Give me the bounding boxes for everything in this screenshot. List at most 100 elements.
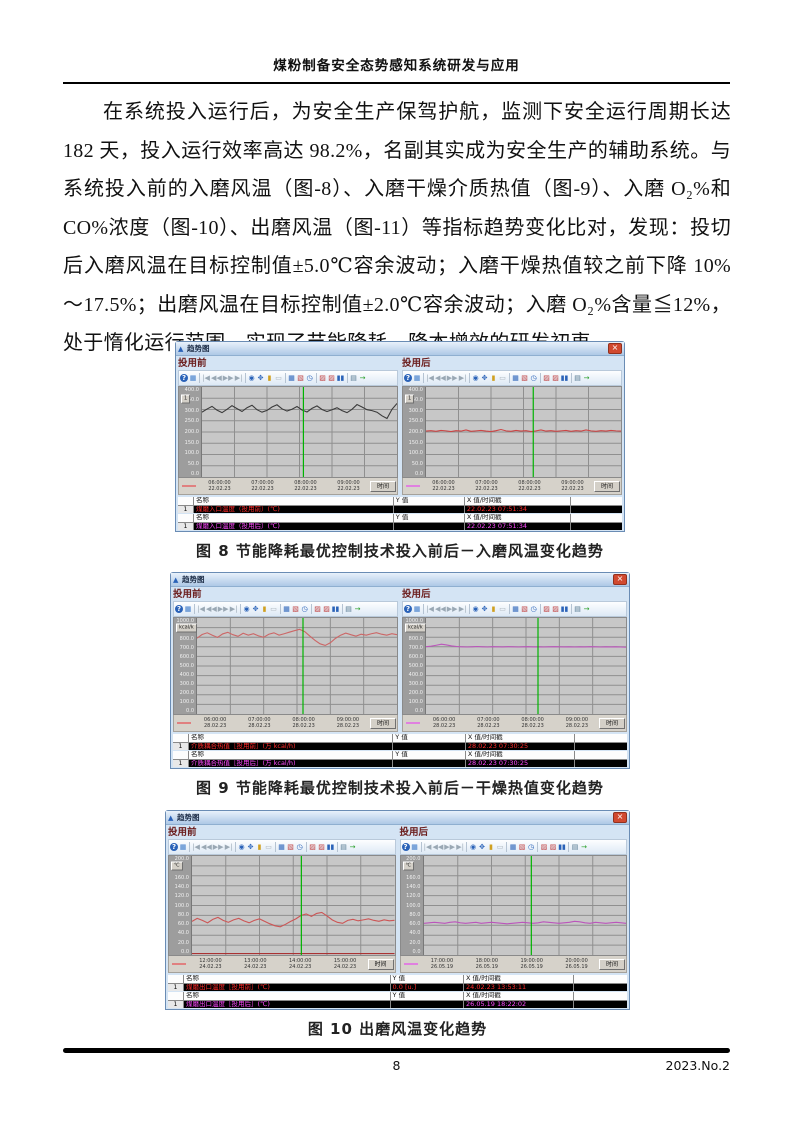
fast-forward-icon[interactable]: ▶▶ [222, 374, 234, 382]
print-icon[interactable]: ▤ [574, 374, 581, 382]
y-scale-icon[interactable]: ▮ [262, 605, 267, 613]
plot-area[interactable] [426, 618, 626, 714]
export-down-icon[interactable]: ▨ [552, 374, 559, 382]
time-range-icon[interactable]: ◷ [530, 605, 537, 613]
pan-icon[interactable]: ✥ [479, 843, 485, 851]
grid-icon[interactable]: ▦ [509, 843, 517, 851]
go-last-icon[interactable]: ▶| [456, 843, 464, 851]
multi-trend-icon[interactable]: ▧ [518, 843, 526, 851]
plot-area[interactable] [197, 618, 397, 714]
pause-icon[interactable]: ▮▮ [560, 374, 569, 382]
multi-trend-icon[interactable]: ▧ [292, 605, 299, 613]
fast-back-icon[interactable]: ◀◀ [211, 374, 222, 382]
close-button[interactable]: × [608, 343, 622, 354]
save-icon[interactable]: → [349, 843, 356, 851]
zoom-icon[interactable]: ◉ [472, 374, 479, 382]
print-icon[interactable]: ▤ [350, 374, 357, 382]
go-last-icon[interactable]: ▶| [458, 605, 467, 613]
y-scale-icon[interactable]: ▮ [491, 605, 496, 613]
legend-data-row[interactable]: 1 煤磨出口温度［投用后］(℃) 26.05.19 18:22:02 [168, 1000, 627, 1008]
go-first-icon[interactable]: |◀ [192, 843, 200, 851]
export-up-icon[interactable]: ▨ [540, 843, 548, 851]
print-icon[interactable]: ▤ [571, 843, 579, 851]
go-first-icon[interactable]: |◀ [426, 374, 434, 382]
legend-data-row[interactable]: 1 介质耦合热值［投用前］(万 kcal/h) 28.02.23 07:30:25 [173, 742, 627, 750]
print-icon[interactable]: ▤ [345, 605, 352, 613]
plot-area[interactable] [202, 387, 397, 477]
zoom-icon[interactable]: ◉ [472, 605, 479, 613]
time-range-icon[interactable]: ◷ [306, 374, 313, 382]
legend-data-row[interactable]: 1 煤磨入口温度（投用后）(℃) 22.02.23 07:51:34 [178, 522, 622, 530]
pause-icon[interactable]: ▮▮ [336, 374, 345, 382]
print-icon[interactable]: ▤ [340, 843, 347, 851]
time-button[interactable]: 时间 [370, 480, 396, 492]
export-up-icon[interactable]: ▨ [543, 374, 550, 382]
readout-icon[interactable]: ▭ [499, 605, 506, 613]
go-last-icon[interactable]: ▶| [234, 374, 243, 382]
time-button[interactable]: 时间 [367, 958, 394, 970]
grid-icon[interactable]: ▦ [283, 605, 290, 613]
export-up-icon[interactable]: ▨ [309, 843, 316, 851]
pause-icon[interactable]: ▮▮ [326, 843, 335, 851]
multi-trend-icon[interactable]: ▧ [297, 374, 304, 382]
readout-icon[interactable]: ▭ [265, 843, 272, 851]
pause-icon[interactable]: ▮▮ [331, 605, 340, 613]
save-icon[interactable]: → [354, 605, 361, 613]
fast-back-icon[interactable]: ◀◀ [435, 374, 446, 382]
export-up-icon[interactable]: ▨ [543, 605, 550, 613]
zoom-icon[interactable]: ◉ [238, 843, 245, 851]
close-button[interactable]: × [613, 812, 627, 823]
readout-icon[interactable]: ▭ [499, 374, 506, 382]
export-down-icon[interactable]: ▨ [552, 605, 559, 613]
pause-icon[interactable]: ▮▮ [558, 843, 566, 851]
zoom-icon[interactable]: ◉ [243, 605, 250, 613]
chart-config-icon[interactable]: ▦ [184, 605, 192, 613]
readout-icon[interactable]: ▭ [496, 843, 504, 851]
info-icon[interactable]: ? [401, 843, 410, 851]
print-icon[interactable]: ▤ [574, 605, 581, 613]
fast-back-icon[interactable]: ◀◀ [435, 605, 446, 613]
go-first-icon[interactable]: |◀ [426, 605, 434, 613]
time-range-icon[interactable]: ◷ [301, 605, 308, 613]
chart-config-icon[interactable]: ▦ [413, 605, 421, 613]
pause-icon[interactable]: ▮▮ [560, 605, 569, 613]
info-icon[interactable]: ? [404, 374, 412, 382]
pan-icon[interactable]: ✥ [252, 605, 259, 613]
fast-forward-icon[interactable]: ▶▶ [212, 843, 224, 851]
grid-icon[interactable]: ▦ [512, 605, 519, 613]
info-icon[interactable]: ? [404, 605, 412, 613]
plot-area[interactable] [423, 856, 626, 955]
fast-back-icon[interactable]: ◀◀ [206, 605, 217, 613]
y-scale-icon[interactable]: ▮ [257, 843, 262, 851]
y-scale-icon[interactable]: ▮ [267, 374, 272, 382]
zoom-icon[interactable]: ◉ [248, 374, 255, 382]
multi-trend-icon[interactable]: ▧ [521, 605, 528, 613]
save-icon[interactable]: → [583, 374, 590, 382]
info-icon[interactable]: ? [175, 605, 183, 613]
fast-forward-icon[interactable]: ▶▶ [446, 374, 458, 382]
readout-icon[interactable]: ▭ [270, 605, 277, 613]
zoom-icon[interactable]: ◉ [470, 843, 477, 851]
save-icon[interactable]: → [581, 843, 587, 851]
info-icon[interactable]: ? [180, 374, 188, 382]
pan-icon[interactable]: ✥ [257, 374, 264, 382]
legend-data-row[interactable]: 1 介质耦合热值［投用后］(万 kcal/h) 28.02.23 07:30:25 [173, 759, 627, 767]
pan-icon[interactable]: ✥ [247, 843, 254, 851]
plot-area[interactable] [192, 856, 395, 955]
go-last-icon[interactable]: ▶| [458, 374, 467, 382]
chart-config-icon[interactable]: ▦ [179, 843, 187, 851]
export-down-icon[interactable]: ▨ [323, 605, 330, 613]
fast-back-icon[interactable]: ◀◀ [201, 843, 212, 851]
time-button[interactable]: 时间 [594, 480, 620, 492]
time-range-icon[interactable]: ◷ [530, 374, 537, 382]
chart-config-icon[interactable]: ▦ [413, 374, 421, 382]
export-down-icon[interactable]: ▨ [318, 843, 325, 851]
y-scale-icon[interactable]: ▮ [489, 843, 493, 851]
multi-trend-icon[interactable]: ▧ [521, 374, 528, 382]
legend-data-row[interactable]: 1 煤磨入口温度（投用前）(℃) 22.02.23 07:51:34 [178, 505, 622, 513]
grid-icon[interactable]: ▦ [278, 843, 285, 851]
grid-icon[interactable]: ▦ [288, 374, 295, 382]
chart-config-icon[interactable]: ▦ [189, 374, 197, 382]
legend-data-row[interactable]: 1 煤磨出口温度［投用前］(℃) 0.0 [u.] 24.02.23 13:53:11 [168, 983, 627, 991]
go-first-icon[interactable]: |◀ [423, 843, 432, 851]
